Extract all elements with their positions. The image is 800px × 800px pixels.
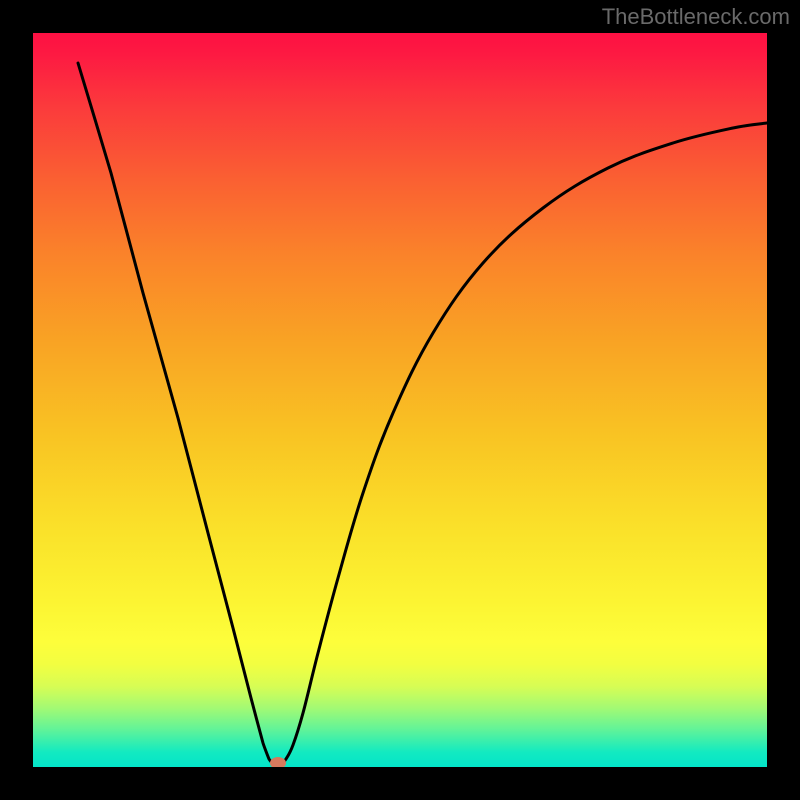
plot-area: [33, 33, 767, 767]
chart-container: TheBottleneck.com: [0, 0, 800, 800]
watermark-text: TheBottleneck.com: [602, 4, 790, 30]
